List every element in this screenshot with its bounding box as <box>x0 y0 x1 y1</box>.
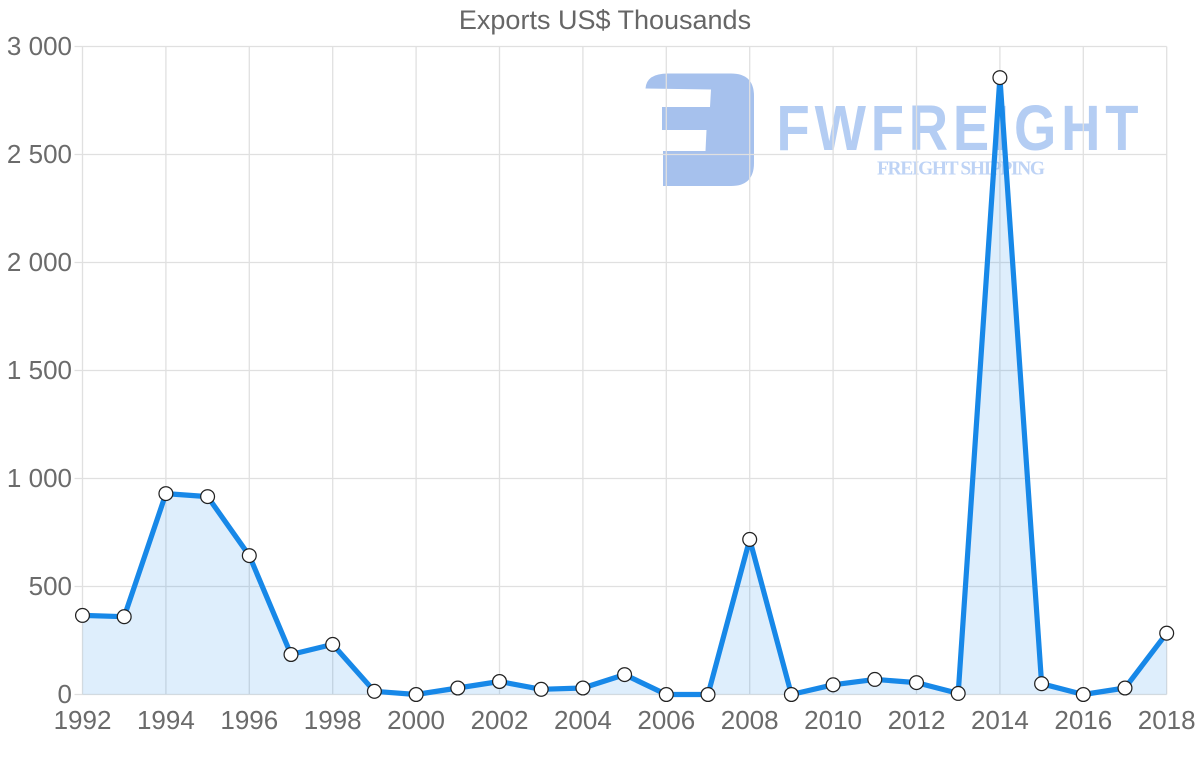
svg-text:0: 0 <box>58 679 72 709</box>
svg-text:2 000: 2 000 <box>7 247 72 277</box>
svg-text:2 500: 2 500 <box>7 139 72 169</box>
svg-text:2004: 2004 <box>554 705 612 735</box>
svg-text:2000: 2000 <box>387 705 445 735</box>
svg-text:Exports US$ Thousands: Exports US$ Thousands <box>459 5 751 35</box>
svg-text:3 000: 3 000 <box>7 31 72 61</box>
svg-text:1998: 1998 <box>304 705 362 735</box>
svg-text:1994: 1994 <box>137 705 195 735</box>
svg-text:2012: 2012 <box>888 705 946 735</box>
svg-text:FREIGHT SHIPPING: FREIGHT SHIPPING <box>877 159 1045 180</box>
svg-text:2002: 2002 <box>471 705 529 735</box>
svg-text:1 500: 1 500 <box>7 355 72 385</box>
svg-text:2018: 2018 <box>1138 705 1196 735</box>
svg-text:2006: 2006 <box>637 705 695 735</box>
svg-text:2008: 2008 <box>721 705 779 735</box>
svg-text:1996: 1996 <box>220 705 278 735</box>
svg-text:1 000: 1 000 <box>7 463 72 493</box>
svg-text:FWFREIGHT: FWFREIGHT <box>777 92 1144 164</box>
svg-text:2014: 2014 <box>971 705 1029 735</box>
svg-text:500: 500 <box>29 571 72 601</box>
svg-text:2010: 2010 <box>804 705 862 735</box>
svg-text:1992: 1992 <box>54 705 112 735</box>
svg-text:2016: 2016 <box>1054 705 1112 735</box>
